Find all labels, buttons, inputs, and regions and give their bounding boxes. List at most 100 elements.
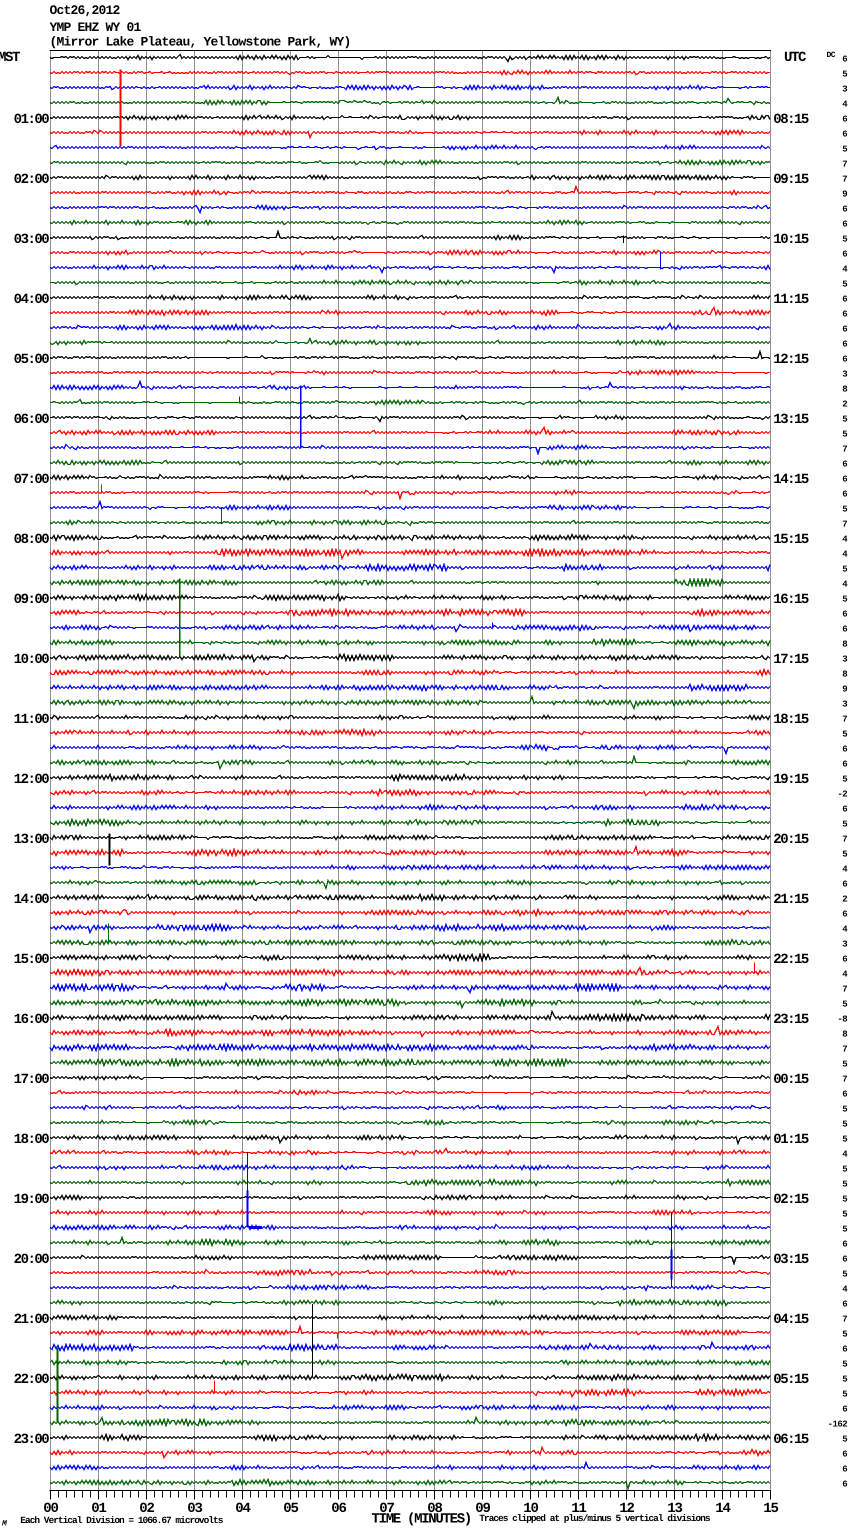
svg-text:6: 6 bbox=[842, 355, 847, 365]
svg-text:3: 3 bbox=[842, 940, 847, 950]
svg-text:6: 6 bbox=[842, 250, 847, 260]
svg-text:06:00: 06:00 bbox=[14, 412, 50, 428]
svg-text:5: 5 bbox=[842, 775, 847, 785]
svg-text:6: 6 bbox=[842, 295, 847, 305]
svg-text:6: 6 bbox=[842, 745, 847, 755]
svg-text:20:00: 20:00 bbox=[14, 1252, 50, 1268]
svg-text:6: 6 bbox=[842, 1480, 847, 1490]
svg-text:4: 4 bbox=[842, 1285, 848, 1295]
svg-text:5: 5 bbox=[842, 1180, 847, 1190]
svg-text:5: 5 bbox=[842, 565, 847, 575]
svg-text:6: 6 bbox=[842, 1300, 847, 1310]
svg-text:5: 5 bbox=[842, 1435, 847, 1445]
svg-text:4: 4 bbox=[842, 970, 848, 980]
svg-text:6: 6 bbox=[842, 325, 847, 335]
svg-text:6: 6 bbox=[842, 475, 847, 485]
svg-text:01:15: 01:15 bbox=[773, 1132, 809, 1148]
svg-text:5: 5 bbox=[842, 1225, 847, 1235]
svg-text:22:15: 22:15 bbox=[773, 952, 809, 968]
svg-text:5: 5 bbox=[842, 1060, 847, 1070]
svg-text:6: 6 bbox=[842, 460, 847, 470]
svg-text:19:15: 19:15 bbox=[773, 772, 809, 788]
svg-text:19:00: 19:00 bbox=[14, 1192, 50, 1208]
svg-text:09:00: 09:00 bbox=[14, 592, 50, 608]
svg-text:6: 6 bbox=[842, 55, 847, 65]
svg-text:7: 7 bbox=[842, 520, 847, 530]
svg-text:3: 3 bbox=[842, 655, 847, 665]
svg-text:6: 6 bbox=[842, 115, 847, 125]
svg-text:05:00: 05:00 bbox=[14, 352, 50, 368]
svg-text:TIME (MINUTES): TIME (MINUTES) bbox=[372, 1511, 471, 1527]
svg-text:01: 01 bbox=[91, 1501, 106, 1517]
svg-text:5: 5 bbox=[842, 415, 847, 425]
svg-text:-2: -2 bbox=[837, 790, 847, 800]
svg-text:4: 4 bbox=[842, 925, 848, 935]
svg-text:15:15: 15:15 bbox=[773, 532, 809, 548]
svg-text:4: 4 bbox=[842, 865, 848, 875]
svg-text:6: 6 bbox=[842, 880, 847, 890]
svg-text:4: 4 bbox=[842, 550, 848, 560]
svg-text:3: 3 bbox=[842, 370, 847, 380]
svg-text:YMP EHZ WY 01: YMP EHZ WY 01 bbox=[50, 20, 142, 35]
svg-text:03:15: 03:15 bbox=[773, 1252, 809, 1268]
svg-text:5: 5 bbox=[842, 1135, 847, 1145]
svg-text:00:15: 00:15 bbox=[773, 1072, 809, 1088]
svg-text:10:00: 10:00 bbox=[14, 652, 50, 668]
svg-text:03:00: 03:00 bbox=[14, 232, 50, 248]
svg-text:5: 5 bbox=[842, 1210, 847, 1220]
svg-text:8: 8 bbox=[842, 385, 847, 395]
svg-text:6: 6 bbox=[842, 1450, 847, 1460]
svg-text:5: 5 bbox=[842, 1270, 847, 1280]
svg-text:5: 5 bbox=[842, 1000, 847, 1010]
svg-text:11:15: 11:15 bbox=[773, 292, 809, 308]
svg-text:9: 9 bbox=[842, 685, 847, 695]
svg-text:5: 5 bbox=[842, 70, 847, 80]
svg-text:4: 4 bbox=[842, 265, 848, 275]
svg-text:5: 5 bbox=[842, 235, 847, 245]
svg-text:05:15: 05:15 bbox=[773, 1372, 809, 1388]
svg-text:Oct26,2012: Oct26,2012 bbox=[50, 3, 121, 18]
svg-text:5: 5 bbox=[842, 1390, 847, 1400]
svg-text:06:15: 06:15 bbox=[773, 1432, 809, 1448]
svg-text:5: 5 bbox=[842, 280, 847, 290]
svg-text:(Mirror Lake Plateau, Yellowst: (Mirror Lake Plateau, Yellowstone Park, … bbox=[50, 34, 351, 49]
svg-text:09:15: 09:15 bbox=[773, 172, 809, 188]
svg-text:17:15: 17:15 bbox=[773, 652, 809, 668]
svg-text:5: 5 bbox=[842, 145, 847, 155]
svg-text:6: 6 bbox=[842, 955, 847, 965]
svg-text:7: 7 bbox=[842, 1315, 847, 1325]
svg-text:7: 7 bbox=[842, 985, 847, 995]
svg-text:8: 8 bbox=[842, 670, 847, 680]
svg-text:6: 6 bbox=[842, 1465, 847, 1475]
svg-text:6: 6 bbox=[842, 1240, 847, 1250]
svg-text:11: 11 bbox=[571, 1501, 586, 1517]
svg-text:6: 6 bbox=[842, 1345, 847, 1355]
svg-text:3: 3 bbox=[842, 85, 847, 95]
svg-text:5: 5 bbox=[842, 820, 847, 830]
svg-text:8: 8 bbox=[842, 640, 847, 650]
svg-text:04: 04 bbox=[235, 1501, 250, 1517]
svg-text:21:00: 21:00 bbox=[14, 1312, 50, 1328]
svg-text:6: 6 bbox=[842, 310, 847, 320]
svg-text:3: 3 bbox=[842, 700, 847, 710]
svg-text:20:15: 20:15 bbox=[773, 832, 809, 848]
svg-text:07:00: 07:00 bbox=[14, 472, 50, 488]
svg-text:6: 6 bbox=[842, 760, 847, 770]
svg-text:17:00: 17:00 bbox=[14, 1072, 50, 1088]
svg-text:6: 6 bbox=[842, 220, 847, 230]
svg-text:04:00: 04:00 bbox=[14, 292, 50, 308]
svg-text:15: 15 bbox=[763, 1501, 778, 1517]
svg-text:-162: -162 bbox=[828, 1420, 848, 1430]
svg-text:5: 5 bbox=[842, 1330, 847, 1340]
svg-text:5: 5 bbox=[842, 1375, 847, 1385]
svg-text:15:00: 15:00 bbox=[14, 952, 50, 968]
svg-text:5: 5 bbox=[842, 1120, 847, 1130]
svg-text:18:15: 18:15 bbox=[773, 712, 809, 728]
svg-text:6: 6 bbox=[842, 805, 847, 815]
svg-text:14: 14 bbox=[715, 1501, 730, 1517]
svg-text:6: 6 bbox=[842, 490, 847, 500]
svg-text:6: 6 bbox=[842, 1255, 847, 1265]
svg-text:13:15: 13:15 bbox=[773, 412, 809, 428]
svg-text:10: 10 bbox=[523, 1501, 538, 1517]
svg-text:6: 6 bbox=[842, 625, 847, 635]
